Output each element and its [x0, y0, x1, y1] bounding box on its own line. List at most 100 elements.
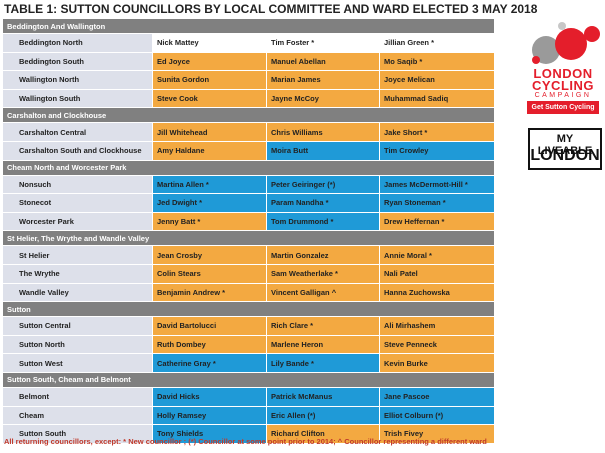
ward-name: Sutton Central	[2, 316, 153, 336]
councillor-cell: Tim Crowley	[378, 140, 496, 161]
ward-name: Sutton West	[2, 353, 153, 373]
my-liveable-london-logo[interactable]: MY LIVEABLE LONDON	[528, 128, 602, 170]
mll-line-2: LONDON	[530, 147, 600, 164]
councillor-cell: Lily Bande *	[266, 353, 380, 373]
councillor-cell: Benjamin Andrew *	[152, 282, 267, 303]
councillor-cell: Rich Clare *	[266, 316, 380, 336]
councillor-cell: Jillian Green *	[378, 33, 496, 53]
ward-row: Worcester Park Jenny Batt * Tom Drummond *…	[2, 211, 496, 232]
ward-row: Carshalton South and Clockhouse Amy Halda…	[2, 140, 496, 161]
councillor-cell: Annie Moral *	[378, 245, 496, 265]
section-header: Cheam North and Worcester Park	[1, 159, 496, 176]
section-row: Carshalton and Clockhouse	[1, 107, 496, 124]
councillor-cell: Joyce Melican	[378, 70, 496, 90]
section-header: Sutton	[1, 301, 496, 318]
ward-row: The Wrythe Colin Stears Sam Weatherlake * N…	[2, 263, 496, 284]
ward-row: Sutton South Tony Shields Richard Clifton T…	[2, 424, 496, 444]
ward-row: Sutton Central David Bartolucci Rich Clare…	[2, 316, 496, 336]
councillor-cell: Ed Joyce	[152, 51, 267, 72]
councillor-cell: Ryan Stoneman *	[378, 193, 496, 213]
councillor-cell: Elliot Colburn (*)	[378, 405, 496, 426]
councillor-cell: Nick Mattey	[152, 33, 267, 53]
councillor-cell: Peter Geiringer (*)	[266, 174, 380, 195]
ward-name: Wallington South	[2, 88, 153, 109]
councillor-cell: Jean Crosby	[152, 245, 267, 265]
councillor-cell: Steve Cook	[152, 88, 267, 109]
councillor-cell: David Bartolucci	[152, 316, 267, 336]
ward-row: St Helier Jean Crosby Martin Gonzalez Annie…	[2, 245, 496, 265]
councillor-cell: Holly Ramsey	[152, 405, 267, 426]
councillor-cell: Jayne McCoy	[266, 88, 380, 109]
councillor-cell: Trish Fivey	[378, 424, 496, 444]
ward-row: Carshalton Central Jill Whitehead Chris Wi…	[2, 122, 496, 142]
ward-name: Sutton North	[2, 334, 153, 355]
councillor-cell: Jake Short *	[378, 122, 496, 142]
ward-name: Sutton South	[2, 424, 153, 444]
councillor-cell: Jenny Batt *	[152, 211, 267, 232]
ward-name: Wandle Valley	[2, 282, 153, 303]
councillor-cell: Tim Foster *	[266, 33, 380, 53]
ward-name: Beddington South	[2, 51, 153, 72]
councillor-cell: Patrick McManus	[266, 386, 380, 407]
ward-row: Nonsuch Martina Allen * Peter Geiringer (*…	[2, 174, 496, 195]
ward-row: Wallington North Sunita Gordon Marian Jame…	[2, 70, 496, 90]
councillor-cell: Vincent Galligan ^	[266, 282, 380, 303]
councillors-table: Beddington And Wallington Beddington Nort…	[1, 18, 496, 444]
councillor-cell: Steve Penneck	[378, 334, 496, 355]
councillor-cell: Ali Mirhashem	[378, 316, 496, 336]
councillor-cell: Jill Whitehead	[152, 122, 267, 142]
councillor-cell: Moira Butt	[266, 140, 380, 161]
councillor-cell: Marian James	[266, 70, 380, 90]
ward-name: Nonsuch	[2, 174, 153, 195]
councillor-cell: Jed Dwight *	[152, 193, 267, 213]
ward-name: Stonecot	[2, 193, 153, 213]
councillor-cell: Nali Patel	[378, 263, 496, 284]
councillor-cell: Colin Stears	[152, 263, 267, 284]
councillor-cell: Param Nandha *	[266, 193, 380, 213]
section-header: St Helier, The Wrythe and Wandle Valley	[1, 230, 496, 247]
ward-name: Belmont	[2, 386, 153, 407]
section-header: Carshalton and Clockhouse	[1, 107, 496, 124]
ward-row: Wandle Valley Benjamin Andrew * Vincent Ga…	[2, 282, 496, 303]
ward-name: Cheam	[2, 405, 153, 426]
section-row: Sutton	[1, 301, 496, 318]
ward-name: Carshalton Central	[2, 122, 153, 142]
lcc-line-campaign: CAMPAIGN	[534, 92, 592, 99]
ward-row: Beddington North Nick Mattey Tim Foster * J…	[2, 33, 496, 53]
ward-row: Beddington South Ed Joyce Manuel Abellan Mo…	[2, 51, 496, 72]
councillor-cell: Martina Allen *	[152, 174, 267, 195]
lcc-line-london: LONDON	[533, 66, 593, 81]
councillor-cell: Richard Clifton	[266, 424, 380, 444]
councillor-cell: Marlene Heron	[266, 334, 380, 355]
ward-name: The Wrythe	[2, 263, 153, 284]
councillor-cell: Tony Shields	[152, 424, 267, 444]
ward-row: Sutton West Catherine Gray * Lily Bande * K…	[2, 353, 496, 373]
councillor-cell: Chris Williams	[266, 122, 380, 142]
table-title: TABLE 1: SUTTON COUNCILLORS BY LOCAL COM…	[4, 2, 538, 16]
ward-row: Cheam Holly Ramsey Eric Allen (*) Elliot Co…	[2, 405, 496, 426]
councillor-cell: Martin Gonzalez	[266, 245, 380, 265]
councillor-cell: Manuel Abellan	[266, 51, 380, 72]
ward-name: Worcester Park	[2, 211, 153, 232]
ward-name: Beddington North	[2, 33, 153, 53]
section-row: Cheam North and Worcester Park	[1, 159, 496, 176]
london-cycling-campaign-logo[interactable]: LONDON CYCLING CAMPAIGN Get Sutton Cycli…	[524, 20, 602, 115]
ward-name: Carshalton South and Clockhouse	[2, 140, 153, 161]
councillor-cell: Eric Allen (*)	[266, 405, 380, 426]
ward-row: Belmont David Hicks Patrick McManus Jane Pa…	[2, 386, 496, 407]
section-header: Sutton South, Cheam and Belmont	[1, 371, 496, 388]
councillor-cell: Kevin Burke	[378, 353, 496, 373]
section-row: Beddington And Wallington	[1, 18, 496, 34]
councillor-cell: Sam Weatherlake *	[266, 263, 380, 284]
councillor-cell: Sunita Gordon	[152, 70, 267, 90]
get-sutton-cycling-button[interactable]: Get Sutton Cycling	[527, 101, 599, 114]
councillor-cell: David Hicks	[152, 386, 267, 407]
lcc-line-cycling: CYCLING	[532, 78, 594, 93]
councillor-cell: Muhammad Sadiq	[378, 88, 496, 109]
ward-row: Wallington South Steve Cook Jayne McCoy Muh…	[2, 88, 496, 109]
cycling-circles-icon	[532, 22, 600, 64]
section-header: Beddington And Wallington	[1, 18, 496, 34]
councillor-cell: Tom Drummond *	[266, 211, 380, 232]
ward-name: Wallington North	[2, 70, 153, 90]
councillor-cell: Ruth Dombey	[152, 334, 267, 355]
